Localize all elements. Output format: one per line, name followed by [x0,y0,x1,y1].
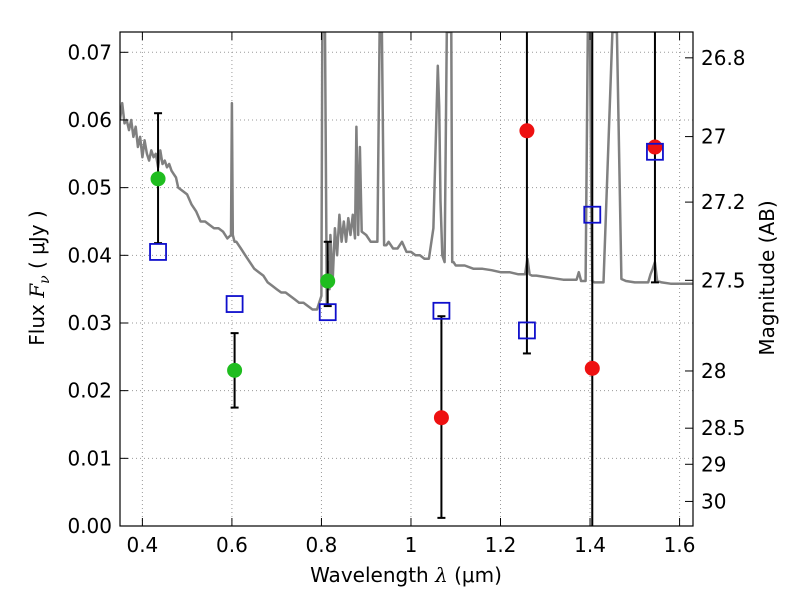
model-point [646,142,664,161]
y-tick-label: 0.00 [67,514,112,538]
y-axis-title: Flux Fν ( μJy ) [25,210,53,345]
model-point [583,205,602,224]
grid-lines [120,32,693,526]
y2-tick-label: 28 [701,359,726,383]
y-tick-label: 0.06 [67,108,112,132]
detected-point [227,362,243,378]
y2-tick-label: 28.5 [701,416,746,440]
data-markers [149,123,664,426]
plot-area [120,32,693,526]
upper-limit-point [584,360,600,376]
x-tick-label: 0.4 [126,533,158,557]
upper-limit-point [647,139,663,155]
y2-axis-title: Magnitude (AB) [755,200,779,355]
spectrum-line [120,32,693,311]
x-tick-label: 0.6 [216,533,248,557]
model-point [432,301,451,320]
detected-point [150,171,166,187]
model-point [318,303,337,322]
x-tick-label: 1.4 [574,533,606,557]
model-point [149,243,167,261]
y2-tick-label: 27 [701,125,726,149]
y2-tick-label: 27.5 [701,268,746,292]
x-tick-label: 1.2 [485,533,517,557]
model-point [225,295,244,313]
axis-ticks: 0.4 0.6 0.8 1 1.2 1.4 1.6 0.00 0.01 0.02 0.03 0.04 0… [67,32,746,557]
y-tick-label: 0.01 [67,446,112,470]
y-tick-label: 0.04 [67,243,112,267]
y2-tick-label: 27.2 [701,190,746,214]
upper-limit-point [519,123,535,139]
y2-tick-label: 29 [701,452,726,476]
x-tick-label: 1 [405,533,418,557]
error-bars [154,32,659,526]
y2-tick-label: 30 [701,489,726,513]
y-tick-label: 0.02 [67,379,112,403]
model-point [518,321,536,340]
upper-limit-point [433,410,449,426]
y-tick-label: 0.05 [67,176,112,200]
detected-point [320,273,336,289]
y-tick-label: 0.07 [67,40,112,64]
x-tick-label: 0.8 [306,533,338,557]
plot-frame [119,31,694,527]
x-tick-label: 1.6 [664,533,696,557]
y2-tick-label: 26.8 [701,46,746,70]
y-tick-label: 0.03 [67,311,112,335]
x-axis-title: Wavelength λ (μm) [310,563,502,587]
